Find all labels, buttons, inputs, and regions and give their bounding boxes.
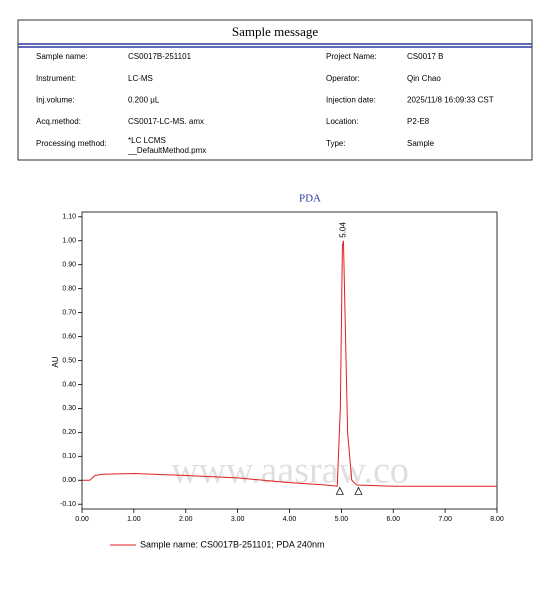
cell-label: Location: [326, 117, 358, 126]
y-tick-label: 0.60 [62, 333, 76, 340]
chart-title: PDA [299, 193, 321, 205]
cell-label: Sample name: [36, 52, 88, 61]
cell-label: Instrument: [36, 74, 76, 83]
y-tick-label: 0.20 [62, 429, 76, 436]
cell-label: Inj.volume: [36, 96, 75, 105]
y-tick-label: 0.40 [62, 381, 76, 388]
cell-value: 0.200 µL [128, 96, 160, 105]
y-tick-label: 0.90 [62, 262, 76, 269]
baseline-mark [354, 486, 363, 495]
cell-value: P2-E8 [407, 117, 430, 126]
cell-label: Processing method: [36, 139, 107, 148]
x-tick-label: 7.00 [438, 516, 452, 523]
x-tick-label: 2.00 [179, 516, 193, 523]
cell-text: __DefaultMethod.pmx [127, 146, 206, 155]
cell-value: 2025/11/8 16:09:33 CST [407, 96, 494, 105]
cell-label: Type: [326, 139, 346, 148]
y-tick-label: 0.30 [62, 405, 76, 412]
table-title: Sample message [232, 24, 319, 39]
y-tick-label: 0.80 [62, 285, 76, 292]
y-axis-label: AU [51, 356, 60, 367]
cell-value: LC-MS [128, 74, 153, 83]
x-tick-label: 5.00 [335, 516, 349, 523]
x-tick-label: 3.00 [231, 516, 245, 523]
series-line [82, 240, 497, 487]
y-tick-label: 0.50 [62, 357, 76, 364]
cell-label: Injection date: [326, 96, 376, 105]
y-tick-label: -0.10 [60, 501, 76, 508]
cell-value: Sample [407, 139, 435, 148]
x-tick-label: 0.00 [75, 516, 89, 523]
cell-text: *LC LCMS [128, 136, 166, 145]
cell-value: CS0017-LC-MS. amx [128, 117, 204, 126]
cell-label: Acq.method: [36, 117, 81, 126]
cell-value: CS0017 B [407, 52, 443, 61]
x-tick-label: 6.00 [386, 516, 400, 523]
y-tick-label: 0.10 [62, 453, 76, 460]
baseline-mark [335, 486, 344, 495]
cell-value: CS0017B-251101 [128, 52, 192, 61]
cell-label: Operator: [326, 74, 360, 83]
peak-label: 5.04 [339, 222, 348, 238]
y-tick-label: 0.00 [62, 477, 76, 484]
x-tick-label: 1.00 [127, 516, 141, 523]
watermark: www.aasraw.co [171, 450, 409, 492]
y-tick-label: 1.10 [62, 214, 76, 221]
cell-label: Project Name: [326, 52, 377, 61]
y-tick-label: 0.70 [62, 309, 76, 316]
table-frame [17, 19, 533, 161]
legend-label: Sample name: CS0017B-251101; PDA 240nm [140, 539, 324, 549]
x-tick-label: 8.00 [490, 516, 504, 523]
cell-value: Qin Chao [407, 74, 441, 83]
y-tick-label: 1.00 [62, 238, 76, 245]
x-tick-label: 4.00 [283, 516, 297, 523]
